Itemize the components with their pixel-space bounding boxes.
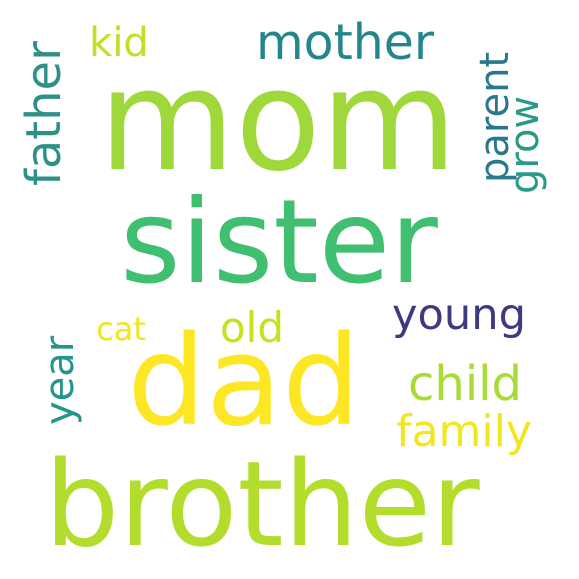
word-sister: sister [120,175,438,310]
word-grow: grow [502,95,548,195]
word-cat: cat [96,310,146,348]
word-kid: kid [89,20,149,66]
word-dad: dad [127,310,361,454]
word-old: old [219,303,285,352]
word-child: child [408,356,522,412]
word-young: young [392,290,526,341]
word-mother: mother [256,13,434,71]
word-family: family [396,406,532,457]
word-year: year [37,335,83,425]
word-mom: mom [98,40,458,203]
word-brother: brother [44,435,480,573]
word-father: father [16,41,72,187]
